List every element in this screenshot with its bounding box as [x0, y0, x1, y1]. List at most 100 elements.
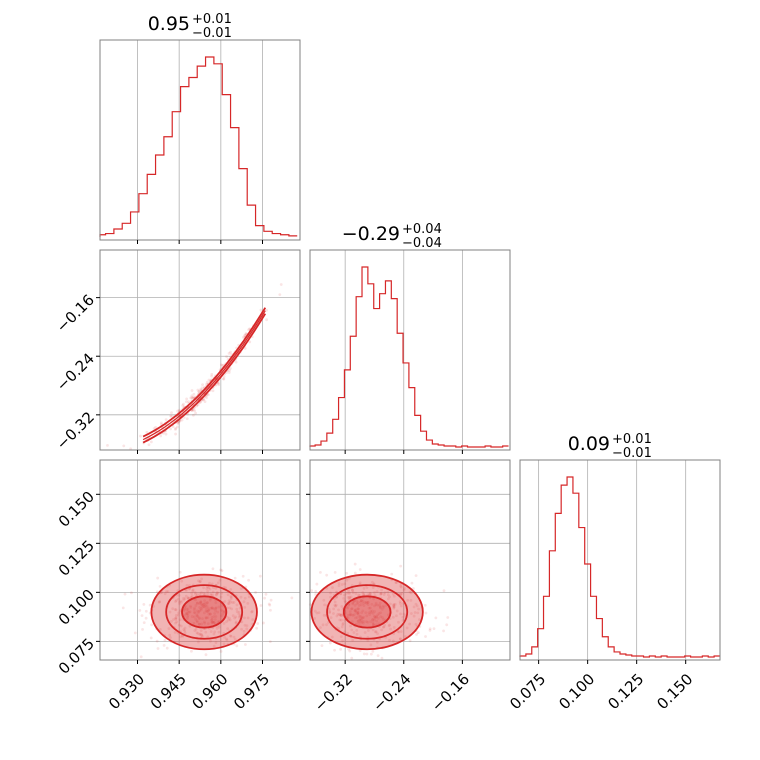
- y-tick-label-p1: −0.24: [53, 350, 98, 395]
- sample-point: [225, 637, 228, 641]
- sample-point: [186, 614, 190, 617]
- sample-point: [357, 593, 361, 597]
- sample-point: [361, 621, 365, 625]
- param-title-p0: 0.95: [148, 13, 190, 35]
- sample-point: [169, 414, 173, 418]
- sample-point: [313, 609, 317, 613]
- x-tick-label-p0: 0.945: [147, 670, 190, 713]
- sample-point: [399, 585, 403, 589]
- sample-point: [165, 646, 169, 650]
- sample-point: [196, 611, 200, 615]
- sample-point: [424, 635, 427, 638]
- sample-point: [155, 639, 159, 643]
- sample-point: [218, 578, 222, 582]
- sample-point: [190, 649, 193, 653]
- sample-point: [353, 609, 357, 612]
- sample-point: [376, 616, 380, 620]
- sample-point: [348, 649, 352, 653]
- sample-point: [251, 618, 255, 621]
- sample-point: [337, 584, 341, 588]
- sample-point: [361, 616, 364, 620]
- sample-point: [398, 637, 402, 641]
- sample-point: [185, 612, 189, 616]
- hist-panel-p1: −0.29 +0.04−0.04: [309, 222, 511, 454]
- sample-point: [172, 618, 175, 621]
- sample-point: [408, 639, 412, 643]
- sample-point: [376, 603, 380, 607]
- sample-point: [221, 612, 225, 616]
- sample-point: [370, 580, 374, 584]
- sample-point: [244, 332, 248, 336]
- sample-point: [195, 593, 199, 596]
- sample-point: [361, 599, 365, 603]
- sample-point: [332, 612, 335, 615]
- sample-point: [362, 593, 366, 596]
- sample-point: [371, 586, 375, 589]
- sample-point: [210, 615, 214, 619]
- sample-point: [359, 614, 362, 618]
- sample-point: [369, 620, 372, 624]
- sample-point: [203, 592, 207, 596]
- sample-point: [202, 605, 206, 608]
- sample-point: [375, 619, 379, 623]
- sample-point: [195, 601, 199, 605]
- sample-point: [434, 616, 438, 620]
- sample-point: [229, 597, 233, 601]
- sample-point: [203, 605, 206, 608]
- sample-point: [267, 602, 271, 606]
- sample-point: [347, 577, 351, 580]
- sample-point: [357, 604, 361, 607]
- sample-point: [375, 614, 379, 618]
- sample-point: [428, 628, 432, 632]
- sample-point: [170, 411, 173, 415]
- sample-point: [354, 608, 358, 612]
- sample-point: [176, 409, 179, 413]
- sample-point: [174, 621, 177, 625]
- sample-point: [174, 432, 177, 436]
- sample-point: [369, 609, 373, 613]
- sample-point: [195, 631, 199, 635]
- sample-point: [378, 601, 382, 605]
- sample-point: [222, 375, 226, 379]
- sample-point: [216, 610, 220, 614]
- sample-point: [212, 621, 216, 624]
- sample-point: [340, 618, 343, 622]
- sample-point: [237, 610, 241, 614]
- sample-point: [202, 602, 206, 606]
- sample-point: [356, 612, 359, 615]
- sample-point: [192, 610, 196, 614]
- sample-point: [362, 652, 366, 656]
- contour-line: [142, 310, 266, 441]
- sample-point: [164, 418, 168, 422]
- sample-point: [379, 592, 383, 596]
- sample-point: [244, 332, 248, 336]
- sample-point: [279, 283, 283, 286]
- sample-point: [242, 335, 245, 339]
- histogram-p2: [519, 476, 720, 658]
- sample-point: [362, 619, 365, 623]
- sample-point: [355, 616, 359, 619]
- sample-point: [409, 591, 413, 595]
- sample-point: [361, 609, 365, 613]
- sample-point: [250, 610, 253, 614]
- sample-point: [202, 398, 206, 402]
- sample-point: [268, 640, 272, 644]
- sample-point: [374, 630, 378, 634]
- y-tick-label-p2: 0.150: [55, 488, 98, 531]
- sample-point: [199, 629, 203, 633]
- sample-point: [401, 618, 405, 622]
- panel-frame: [99, 249, 301, 451]
- sample-point: [190, 591, 194, 595]
- sample-point: [174, 608, 178, 612]
- sample-point: [187, 610, 191, 614]
- sample-point: [163, 638, 167, 642]
- sample-point: [340, 605, 344, 608]
- sample-point: [330, 635, 334, 639]
- sample-point: [209, 630, 213, 633]
- sample-point: [226, 602, 230, 605]
- sample-point: [344, 600, 347, 604]
- sample-point: [366, 620, 370, 624]
- sample-point: [211, 389, 215, 393]
- sample-point: [205, 609, 209, 613]
- sample-point: [178, 602, 182, 606]
